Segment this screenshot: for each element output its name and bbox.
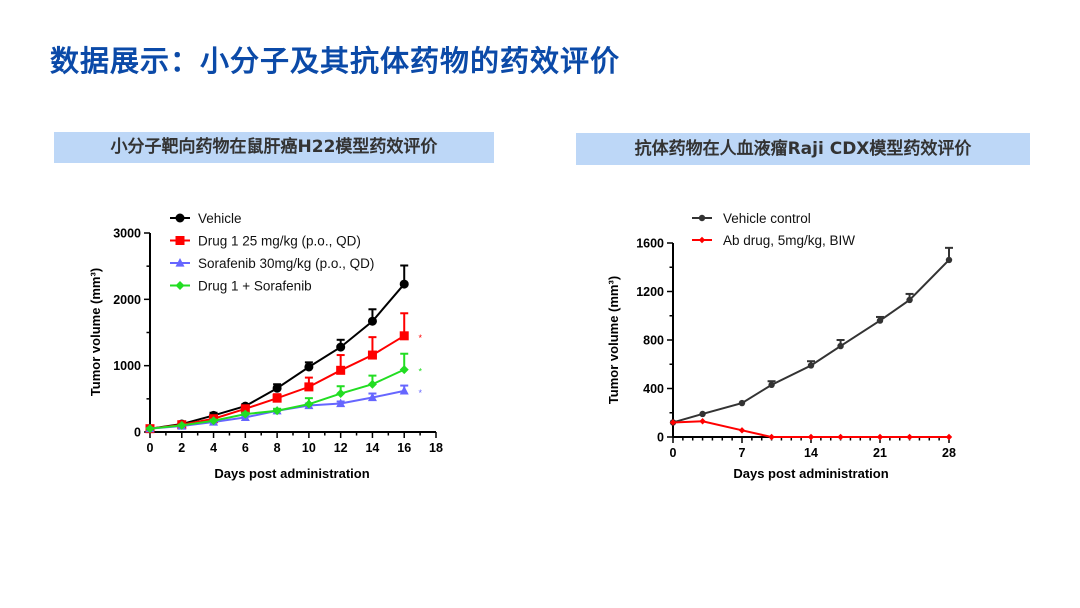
y-tick-label: 2000 [113,293,141,307]
y-axis-label: Tumor volume (mm³) [88,268,103,396]
x-tick-label: 16 [397,441,411,455]
data-point [876,433,884,441]
legend-label: Vehicle control [723,211,811,226]
data-point [399,279,409,289]
data-point [768,381,775,389]
x-tick-label: 2 [178,441,185,455]
significance-annotation: * [419,367,423,377]
chart-1: 0 2 4 6 8 10 12 14 16 18 0 1000 2000 3000 Days post ad… [88,211,443,481]
data-point [945,256,953,264]
data-point [272,393,282,403]
x-tick-label: 14 [804,446,818,460]
data-point [906,433,913,441]
data-point [945,433,953,441]
data-point [807,433,815,441]
data-point [336,365,346,375]
x-axis-label: Days post administration [214,466,369,481]
y-axis-label: Tumor volume (mm³) [606,276,621,404]
legend-marker [698,214,706,222]
data-point [837,342,844,350]
x-tick-label: 0 [147,441,154,455]
x-axis-label: Days post administration [733,466,888,481]
significance-annotation: * [419,333,423,343]
legend-label: Ab drug, 5mg/kg, BIW [723,233,855,248]
x-tick-label: 7 [739,446,746,460]
data-point [272,406,282,416]
x-tick-label: 12 [334,441,348,455]
legend-marker [698,236,706,244]
legend-label: Drug 1 25 mg/kg (p.o., QD) [198,234,361,249]
significance-annotation: * [419,388,423,398]
legend-label: Drug 1 + Sorafenib [198,279,312,294]
data-point [336,389,346,399]
y-tick-label: 0 [657,431,664,445]
x-tick-label: 14 [365,441,379,455]
legend-marker [175,236,185,245]
data-point [738,399,746,407]
data-point [367,379,377,389]
series-4 [145,352,409,434]
page-title: 数据展示：小分子及其抗体药物的药效评价 [50,44,621,78]
data-point [145,424,155,434]
data-point [367,316,377,326]
right-chart-banner: 抗体药物在人血液瘤Raji CDX模型药效评价 [576,133,1030,165]
data-point [209,416,219,426]
data-point [807,362,815,369]
legend-label: Sorafenib 30mg/kg (p.o., QD) [198,256,374,271]
x-tick-label: 18 [429,441,443,455]
legend-marker [175,213,185,223]
series-2 [669,418,953,441]
x-tick-label: 28 [942,446,956,460]
data-point [336,398,346,408]
chart-2: 0 7 14 21 28 0 400 800 1200 1600 Days post adminis… [606,211,956,481]
legend-marker [175,258,185,267]
x-tick-label: 6 [242,441,249,455]
y-tick-label: 800 [643,334,664,348]
series-1 [669,246,953,426]
data-point [240,409,250,419]
data-point [669,419,677,426]
x-tick-label: 21 [873,446,887,460]
y-tick-label: 0 [134,426,141,440]
y-tick-label: 1600 [636,237,664,251]
data-point [304,399,314,409]
y-tick-label: 3000 [113,227,141,241]
data-point [768,433,775,441]
data-point [837,433,844,441]
data-point [906,296,913,304]
x-tick-label: 4 [210,441,217,455]
data-point [304,362,314,372]
data-point [399,331,409,341]
data-point [876,317,884,324]
data-point [367,350,377,360]
data-point [304,382,314,392]
data-point [738,427,746,434]
data-point [177,420,187,430]
x-tick-label: 0 [670,446,677,460]
left-chart-banner: 小分子靶向药物在鼠肝癌H22模型药效评价 [54,132,494,163]
data-point [367,392,377,402]
legend-label: Vehicle [198,211,242,226]
legend-marker [175,281,185,290]
data-point [336,342,346,352]
data-point [399,365,409,375]
y-tick-label: 1200 [636,285,664,299]
x-tick-label: 10 [302,441,316,455]
data-point [272,383,282,393]
x-tick-label: 8 [274,441,281,455]
data-point [399,385,409,395]
data-point [699,410,706,418]
data-point [240,404,250,414]
y-tick-label: 400 [643,382,664,396]
y-tick-label: 1000 [113,359,141,373]
data-point [699,418,706,425]
series-line [672,259,950,424]
